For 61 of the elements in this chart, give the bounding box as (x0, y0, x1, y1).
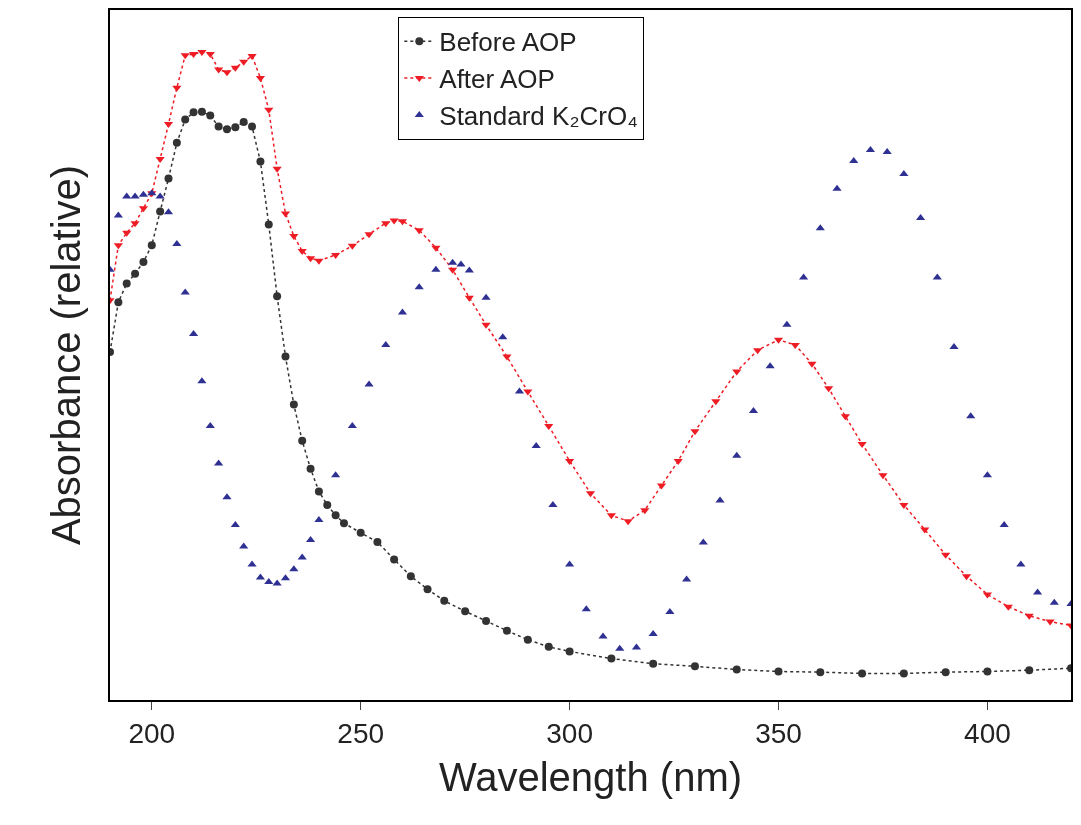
point (206, 111, 215, 120)
point (114, 298, 123, 307)
point (816, 668, 825, 677)
point (139, 258, 148, 267)
point (239, 118, 248, 127)
point (231, 123, 240, 132)
point (482, 616, 491, 625)
point (147, 241, 156, 250)
point (356, 528, 365, 537)
point (440, 596, 449, 605)
point (131, 269, 140, 278)
x-tick-label: 200 (128, 718, 176, 750)
x-axis-title: Wavelength (nm) (438, 755, 743, 800)
x-tick-label: 350 (755, 718, 802, 750)
point (214, 122, 223, 131)
point (339, 519, 348, 528)
point (172, 138, 181, 147)
point (390, 555, 399, 564)
point (941, 668, 950, 677)
point (690, 662, 699, 671)
point (181, 115, 190, 124)
point (281, 352, 290, 361)
point (858, 669, 867, 678)
point (323, 500, 332, 509)
point (373, 537, 382, 546)
point (502, 626, 511, 635)
point (983, 667, 992, 676)
point (189, 108, 198, 117)
point (607, 654, 616, 663)
x-tick-label: 400 (964, 718, 1011, 750)
point (122, 279, 131, 288)
point (289, 400, 298, 409)
y-axis-title: Absorbance (relative) (44, 164, 89, 546)
point (298, 436, 307, 445)
point (256, 157, 265, 166)
legend-label: Standard K₂CrO₄ (439, 101, 638, 132)
point (732, 665, 741, 674)
x-tick-label: 300 (546, 718, 593, 750)
legend-label: After AOP (439, 64, 555, 95)
x-tick-label: 250 (337, 718, 385, 750)
point (331, 511, 340, 520)
point (306, 464, 315, 473)
point (565, 647, 574, 656)
point (523, 635, 532, 644)
point (164, 174, 173, 183)
point (461, 607, 470, 616)
point (406, 572, 415, 581)
point (314, 487, 323, 496)
point (197, 107, 206, 116)
point (156, 207, 165, 216)
point (264, 220, 273, 229)
point (544, 642, 553, 651)
point (222, 125, 231, 134)
point (899, 669, 908, 678)
point (273, 292, 282, 301)
point (248, 122, 257, 131)
point (423, 585, 432, 594)
legend-label: Before AOP (439, 27, 577, 58)
point (1025, 666, 1034, 675)
point (649, 659, 658, 668)
point (774, 667, 783, 676)
